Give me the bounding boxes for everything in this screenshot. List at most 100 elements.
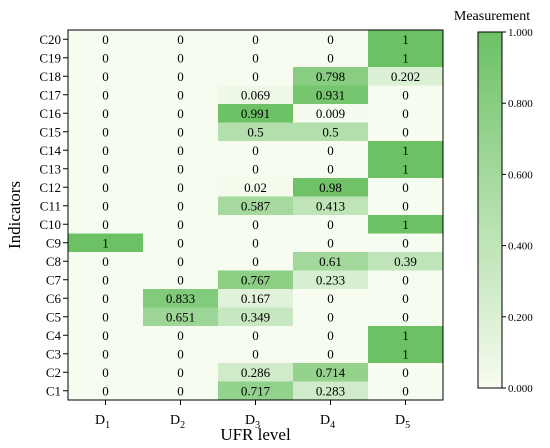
cell-value-label: 0: [402, 291, 409, 306]
heatmap-cell: [218, 381, 293, 400]
x-tick-label: D3: [245, 413, 260, 431]
heatmap-cell: [218, 122, 293, 141]
heatmap-cell: [368, 85, 443, 104]
cell-value-label: 0: [177, 217, 184, 232]
cell-value-label: 0.39: [394, 254, 417, 269]
cell-value-label: 0.009: [316, 106, 345, 121]
heatmap-cell: [68, 215, 143, 234]
cell-value-label: 0: [177, 124, 184, 139]
heatmap-cell: [218, 141, 293, 160]
heatmap-cell: [143, 104, 218, 123]
cell-value-label: 0: [402, 383, 409, 398]
heatmap-cell: [143, 270, 218, 289]
heatmap-cell: [218, 215, 293, 234]
heatmap-cell: [368, 233, 443, 252]
heatmap-cell: [368, 67, 443, 86]
colorbar-tick-label: 0.800: [508, 98, 533, 110]
cell-value-label: 0: [327, 235, 334, 250]
cell-value-label: 0.349: [241, 309, 270, 324]
heatmap-cell: [68, 233, 143, 252]
heatmap-cell: [218, 85, 293, 104]
cell-value-label: 0: [177, 346, 184, 361]
heatmap-cell: [68, 30, 143, 49]
cell-value-label: 0: [102, 124, 109, 139]
x-axis-ticks: D1 D2 D3 D4 D5: [95, 400, 410, 431]
heatmap-cell: [68, 289, 143, 308]
cell-value-label: 1: [402, 32, 409, 47]
cell-value-label: 0: [327, 291, 334, 306]
heatmap-cell: [293, 159, 368, 178]
cell-value-label: 1: [402, 346, 409, 361]
heatmap-cell: [68, 196, 143, 215]
cell-value-label: 0: [177, 32, 184, 47]
cell-value-label: 0: [102, 309, 109, 324]
colorbar-title: Measurement: [454, 9, 530, 24]
cell-value-label: 0: [102, 198, 109, 213]
cell-value-label: 0.98: [319, 180, 342, 195]
cell-value-label: 0: [327, 50, 334, 65]
cell-value-label: 0: [177, 161, 184, 176]
cell-value-label: 0.233: [316, 272, 345, 287]
heatmap-cell: [218, 159, 293, 178]
heatmap-cell: [293, 289, 368, 308]
heatmap-cell: [68, 270, 143, 289]
cell-value-label: 0: [102, 106, 109, 121]
heatmap-cell: [68, 381, 143, 400]
heatmap-cell: [368, 141, 443, 160]
cell-value-label: 0.587: [241, 198, 271, 213]
heatmap-cell: [293, 178, 368, 197]
cell-value-label: 1: [402, 328, 409, 343]
colorbar-tick-label: 0.200: [508, 312, 533, 324]
heatmap-cell: [293, 48, 368, 67]
cell-value-label: 0: [177, 272, 184, 287]
heatmap-cell: [368, 178, 443, 197]
heatmap-cell: [143, 326, 218, 345]
heatmap-cell: [218, 363, 293, 382]
heatmap-cell: [143, 30, 218, 49]
heatmap-cell: [368, 196, 443, 215]
cell-value-label: 0: [177, 198, 184, 213]
heatmap-cell: [68, 363, 143, 382]
heatmap-cell: [218, 307, 293, 326]
cell-value-label: 0.167: [241, 291, 271, 306]
colorbar-tick-label: 1.000: [508, 27, 533, 39]
cell-value-label: 0: [402, 365, 409, 380]
y-axis-label: Indicators: [5, 181, 24, 249]
y-tick-label: C8: [46, 254, 61, 269]
heatmap-cell: [218, 270, 293, 289]
colorbar-tick-label: 0.000: [508, 383, 533, 395]
cell-value-label: 0: [327, 143, 334, 158]
y-tick-label: C5: [46, 309, 61, 324]
cell-value-label: 0: [327, 309, 334, 324]
heatmap-cell: [143, 67, 218, 86]
heatmap-cell: [143, 307, 218, 326]
heatmap-cell: [143, 122, 218, 141]
heatmap-cell: [293, 252, 368, 271]
cell-value-label: 0: [402, 87, 409, 102]
heatmap-cell: [68, 85, 143, 104]
heatmap-cell: [368, 363, 443, 382]
cell-value-label: 0.5: [322, 124, 338, 139]
heatmap-cell: [143, 233, 218, 252]
y-tick-label: C14: [39, 143, 61, 158]
colorbar-tick-label: 0.600: [508, 169, 533, 181]
y-axis-ticks: C20 C19 C18 C17 C16 C15 C14 C13 C12 C11 C10 C9 C8 C7 C…: [39, 32, 68, 398]
heatmap-cell: [218, 289, 293, 308]
cell-value-label: 1: [102, 235, 109, 250]
cell-value-label: 0: [102, 328, 109, 343]
cell-value-label: 1: [402, 161, 409, 176]
heatmap-cell: [218, 48, 293, 67]
cell-value-label: 0.02: [244, 180, 267, 195]
x-tick-label: D5: [395, 413, 410, 431]
cell-value-label: 0: [327, 161, 334, 176]
colorbar: [477, 31, 503, 389]
cell-value-label: 0: [102, 87, 109, 102]
cell-value-label: 0: [102, 291, 109, 306]
cell-value-label: 0.767: [241, 272, 271, 287]
heatmap-cell: [143, 215, 218, 234]
cell-value-label: 0: [252, 32, 259, 47]
heatmap-cell: [68, 344, 143, 363]
cell-value-label: 0: [402, 180, 409, 195]
cell-value-label: 0: [177, 365, 184, 380]
heatmap-cell: [293, 215, 368, 234]
